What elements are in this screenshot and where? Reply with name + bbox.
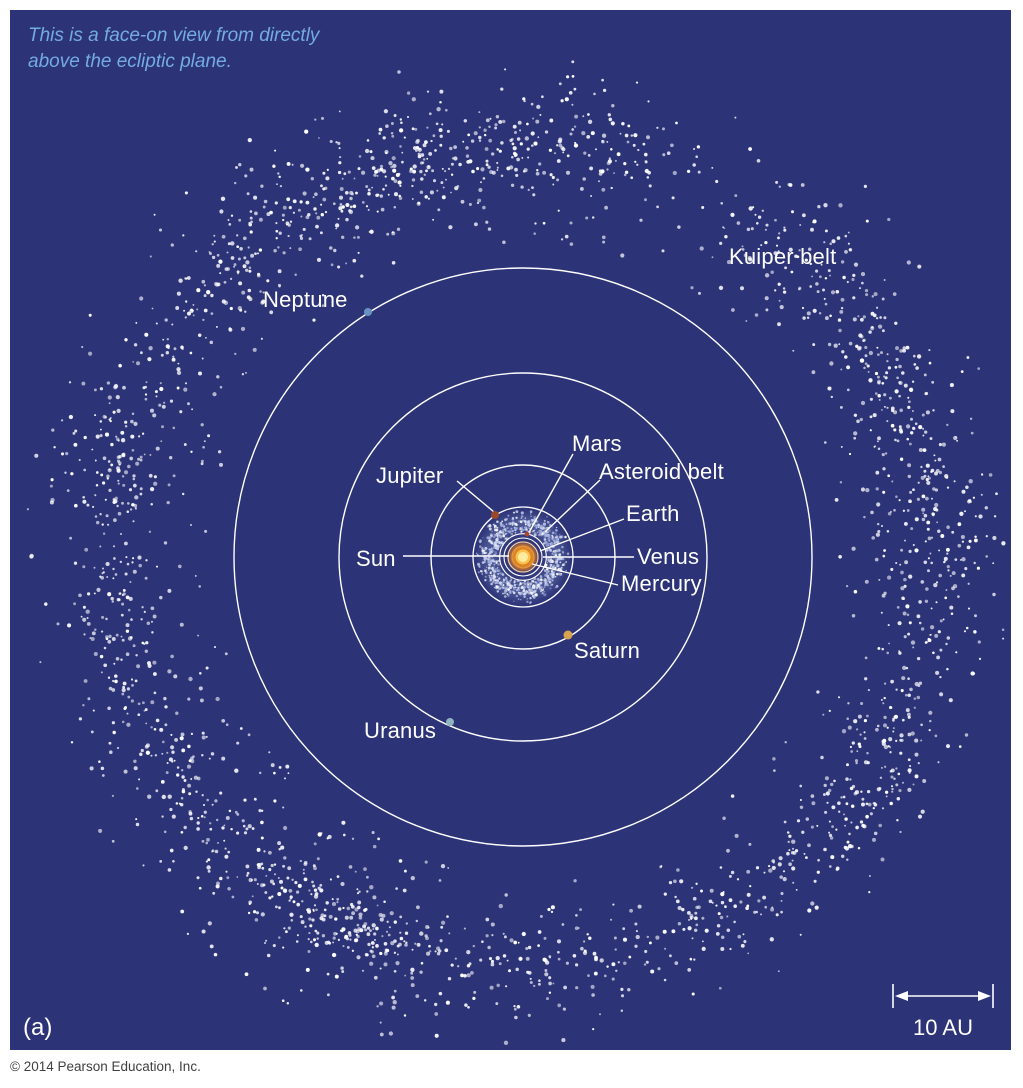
- view-caption: This is a face-on view from directly abo…: [28, 23, 319, 74]
- label-uranus: Uranus: [364, 718, 437, 743]
- asteroid-belt: [475, 510, 570, 605]
- label-neptune: Neptune: [263, 287, 348, 312]
- leader-lines: [403, 453, 634, 586]
- label-mars: Mars: [572, 431, 622, 456]
- saturn-dot: [563, 630, 573, 640]
- label-kuiper-belt: Kuiper belt: [729, 244, 837, 269]
- caption-line-2: above the ecliptic plane.: [28, 50, 232, 72]
- solar-system-panel: This is a face-on view from directly abo…: [10, 10, 1011, 1050]
- panel-letter: (a): [23, 1014, 53, 1041]
- mars-dot: [524, 531, 530, 537]
- scale-bar: [892, 984, 994, 1008]
- sun: [506, 540, 540, 574]
- label-mercury: Mercury: [621, 571, 702, 596]
- label-sun: Sun: [356, 546, 396, 571]
- kuiper-belt-dots: [26, 60, 1006, 1045]
- label-earth: Earth: [626, 501, 680, 526]
- label-venus: Venus: [637, 544, 700, 569]
- neptune-dot: [364, 308, 372, 316]
- copyright-credit: © 2014 Pearson Education, Inc.: [10, 1059, 201, 1074]
- scale-bar-label: 10 AU: [913, 1015, 973, 1040]
- label-asteroid-belt: Asteroid belt: [599, 459, 724, 484]
- label-jupiter: Jupiter: [376, 463, 444, 488]
- orbit-diagram: [26, 60, 1006, 1045]
- uranus-dot: [446, 718, 454, 726]
- caption-line-1: This is a face-on view from directly: [28, 25, 320, 46]
- label-saturn: Saturn: [574, 638, 641, 663]
- jupiter-dot: [491, 511, 499, 519]
